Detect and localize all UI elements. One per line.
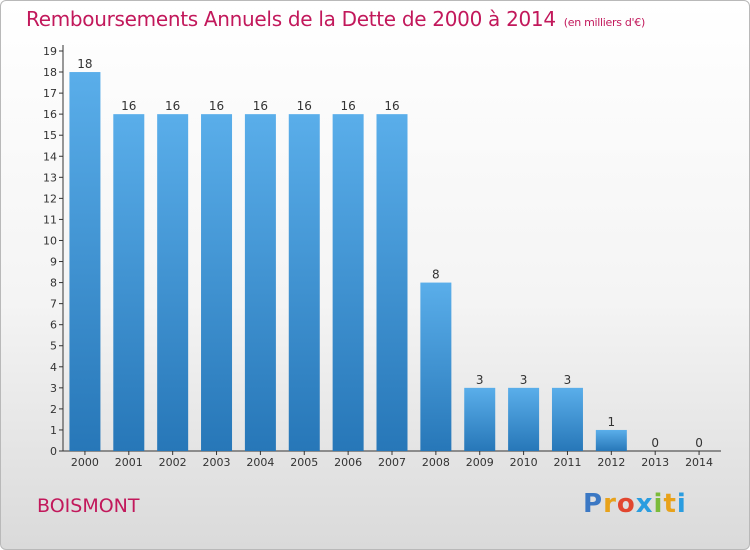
chart-unit: (en milliers d'€) — [563, 16, 645, 29]
proxiti-logo: Proxiti — [583, 489, 687, 519]
logo-letter: o — [616, 489, 636, 519]
x-tick-label: 2014 — [685, 456, 713, 469]
y-tick-label: 17 — [43, 87, 57, 100]
x-tick-label: 2005 — [290, 456, 318, 469]
bar — [69, 72, 101, 451]
bar — [595, 429, 627, 451]
chart-title-text: Remboursements Annuels de la Dette de 20… — [26, 7, 556, 31]
y-tick-label: 15 — [43, 129, 57, 142]
data-label: 0 — [651, 436, 659, 450]
y-tick-label: 4 — [50, 361, 57, 374]
y-tick-label: 5 — [50, 340, 57, 353]
x-tick-label: 2001 — [115, 456, 143, 469]
data-label: 18 — [77, 57, 92, 71]
commune-name: BOISMONT — [37, 495, 140, 517]
x-tick-label: 2013 — [641, 456, 669, 469]
bar — [201, 114, 233, 451]
data-label: 16 — [384, 99, 399, 113]
y-tick-label: 1 — [50, 424, 57, 437]
x-tick-label: 2010 — [510, 456, 538, 469]
x-tick-label: 2008 — [422, 456, 450, 469]
data-label: 1 — [608, 415, 616, 429]
data-label: 3 — [476, 373, 484, 387]
x-tick-label: 2000 — [71, 456, 99, 469]
chart-title: Remboursements Annuels de la Dette de 20… — [26, 7, 645, 31]
y-tick-label: 8 — [50, 277, 57, 290]
bar — [551, 387, 583, 451]
y-tick-label: 0 — [50, 445, 57, 458]
logo-letter: i — [653, 489, 664, 519]
logo-letter: x — [635, 489, 654, 519]
y-tick-label: 9 — [50, 256, 57, 269]
y-tick-label: 18 — [43, 66, 57, 79]
data-label: 16 — [253, 99, 268, 113]
x-tick-label: 2007 — [378, 456, 406, 469]
bar — [376, 114, 408, 451]
bar — [157, 114, 189, 451]
y-tick-label: 3 — [50, 382, 57, 395]
y-tick-label: 6 — [50, 319, 57, 332]
x-tick-label: 2002 — [159, 456, 187, 469]
bar — [113, 114, 145, 451]
data-label: 16 — [121, 99, 136, 113]
data-label: 3 — [520, 373, 528, 387]
logo-letter: r — [603, 489, 617, 519]
data-label: 16 — [340, 99, 355, 113]
logo-letter: P — [583, 489, 604, 519]
data-label: 16 — [297, 99, 312, 113]
bar — [244, 114, 276, 451]
y-tick-label: 10 — [43, 234, 57, 247]
y-tick-label: 13 — [43, 171, 57, 184]
data-label: 3 — [564, 373, 572, 387]
bar — [332, 114, 364, 451]
x-tick-label: 2006 — [334, 456, 362, 469]
bar — [508, 387, 540, 451]
logo-letter: i — [676, 489, 687, 519]
data-label: 16 — [209, 99, 224, 113]
bar — [288, 114, 320, 451]
bar — [420, 282, 452, 451]
y-tick-label: 11 — [43, 213, 57, 226]
x-tick-label: 2009 — [466, 456, 494, 469]
x-tick-label: 2011 — [553, 456, 581, 469]
y-tick-label: 12 — [43, 192, 57, 205]
data-label: 8 — [432, 268, 440, 282]
chart-data-labels: 18 16 16 16 16 16 16 16 8 3 3 3 1 0 0 — [77, 57, 703, 450]
x-tick-label: 2003 — [203, 456, 231, 469]
bar — [464, 387, 496, 451]
data-label: 16 — [165, 99, 180, 113]
y-tick-label: 16 — [43, 108, 57, 121]
logo-letter: t — [663, 489, 677, 519]
x-tick-label: 2012 — [597, 456, 625, 469]
x-tick-label: 2004 — [246, 456, 274, 469]
y-tick-label: 14 — [43, 150, 57, 163]
chart-bars — [69, 72, 627, 451]
data-label: 0 — [695, 436, 703, 450]
y-tick-label: 7 — [50, 298, 57, 311]
y-tick-label: 19 — [43, 45, 57, 58]
y-tick-label: 2 — [50, 403, 57, 416]
